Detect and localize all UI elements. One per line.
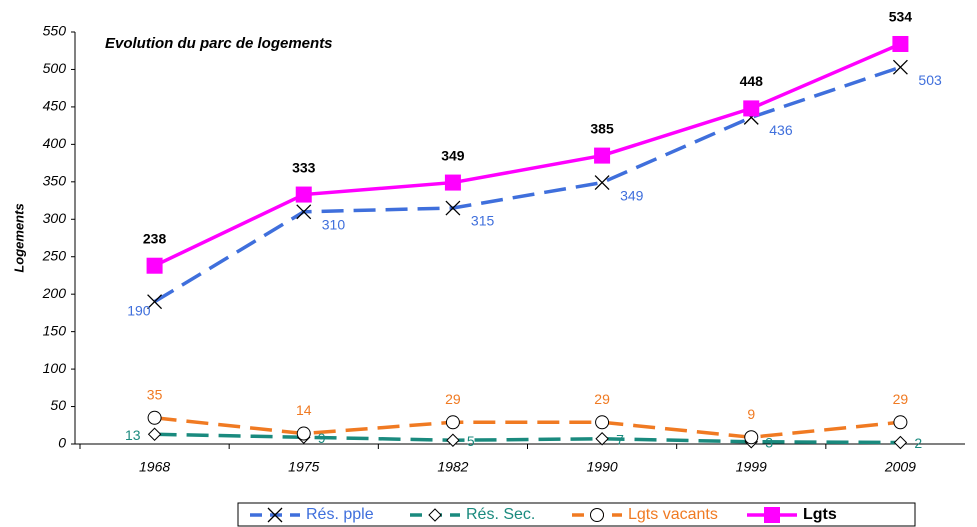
marker (594, 175, 610, 191)
data-label: 9 (318, 430, 326, 446)
series-line (153, 42, 902, 268)
data-label: 29 (445, 391, 461, 407)
data-label: 385 (590, 120, 614, 136)
data-label: 13 (125, 427, 141, 443)
x-tick-label: 2009 (884, 459, 916, 475)
legend-label: Lgts vacants (628, 506, 718, 523)
marker (147, 410, 162, 425)
marker (594, 147, 611, 164)
x-tick-label: 1982 (437, 459, 468, 475)
y-tick-label: 150 (43, 322, 67, 338)
marker (892, 35, 909, 52)
marker (893, 415, 908, 430)
data-label: 35 (147, 386, 163, 402)
data-label: 29 (594, 391, 610, 407)
data-label: 315 (471, 213, 495, 229)
data-label: 503 (918, 72, 942, 88)
y-tick-label: 450 (43, 98, 67, 114)
legend-label: Rés. Sec. (466, 506, 535, 523)
data-label: 436 (769, 122, 793, 138)
data-label: 5 (467, 433, 475, 449)
marker (296, 426, 311, 441)
data-label: 448 (740, 73, 764, 89)
marker (146, 257, 163, 274)
y-tick-label: 550 (43, 23, 67, 39)
marker (892, 59, 908, 75)
series-line (154, 416, 901, 440)
data-label: 349 (441, 147, 465, 163)
marker (445, 200, 461, 216)
marker (744, 430, 759, 445)
y-tick-label: 250 (42, 247, 67, 263)
marker (446, 433, 460, 447)
marker (590, 508, 604, 522)
legend-label: Rés. pple (306, 506, 374, 523)
x-tick-label: 1990 (587, 459, 618, 475)
y-tick-label: 100 (43, 360, 67, 376)
y-tick-label: 300 (43, 210, 67, 226)
marker (147, 294, 163, 310)
marker (428, 508, 442, 522)
y-axis-label: Logements (11, 203, 26, 272)
data-label: 3 (765, 434, 773, 450)
y-tick-label: 500 (43, 60, 67, 76)
marker (267, 507, 283, 523)
x-tick-label: 1975 (288, 459, 319, 475)
data-label: 238 (143, 230, 167, 246)
series-line (154, 432, 901, 445)
data-label: 14 (296, 402, 312, 418)
data-label: 29 (893, 391, 909, 407)
marker (296, 204, 312, 220)
data-label: 190 (127, 302, 151, 318)
marker (893, 435, 908, 450)
marker (295, 186, 312, 203)
data-label: 310 (322, 216, 346, 232)
data-label: 349 (620, 187, 644, 203)
y-tick-label: 350 (43, 173, 67, 189)
legend-label: Lgts (803, 506, 837, 523)
data-label: 7 (616, 431, 624, 447)
data-label: 9 (747, 406, 755, 422)
x-tick-label: 1999 (736, 459, 767, 475)
marker (445, 415, 460, 430)
data-label: 534 (889, 9, 913, 25)
data-label: 333 (292, 159, 316, 175)
x-tick-label: 1968 (139, 459, 170, 475)
series-line (153, 65, 901, 304)
marker (595, 415, 610, 430)
y-tick-label: 50 (50, 397, 66, 413)
marker (764, 507, 780, 523)
chart-title: Evolution du parc de logements (105, 35, 333, 52)
y-tick-label: 0 (58, 435, 66, 451)
marker (743, 100, 760, 117)
y-tick-label: 400 (43, 135, 67, 151)
marker (147, 427, 162, 441)
marker (444, 174, 461, 191)
data-label: 2 (914, 435, 922, 451)
marker (595, 432, 609, 446)
y-tick-label: 200 (42, 285, 67, 301)
